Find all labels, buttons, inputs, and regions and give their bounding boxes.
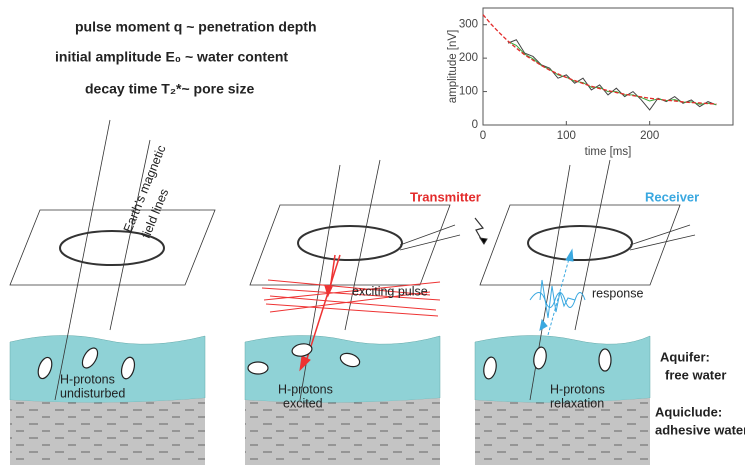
panel-label: undisturbed [60, 386, 125, 400]
response-wave [529, 248, 586, 336]
header: pulse moment q ~ penetration depth initi… [55, 19, 317, 97]
panel-label: H-protons [278, 382, 333, 396]
y-axis-label: amplitude [nV] [447, 30, 459, 104]
aquifer-label: free water [665, 367, 726, 382]
protons [37, 343, 612, 380]
chart: 0 100 200 0 100 200 300 time [ms] amplitude [nV] [447, 7, 734, 158]
panel-label: relaxation [550, 396, 604, 410]
header-line: decay time T₂*~ pore size [85, 81, 254, 97]
y-tick-label: 100 [459, 86, 478, 98]
x-tick-label: 0 [480, 130, 486, 142]
panel-label: H-protons [60, 372, 115, 386]
transmitter-label: Transmitter [410, 189, 481, 204]
x-tick-label: 200 [640, 130, 659, 142]
series-line [482, 14, 717, 105]
x-axis-label: time [ms] [585, 146, 632, 158]
y-tick-label: 200 [459, 52, 478, 64]
y-tick-label: 0 [472, 119, 478, 131]
x-tick-label: 100 [557, 130, 576, 142]
receiver-label: Receiver [645, 189, 699, 204]
plot-frame [482, 7, 734, 126]
series-line [507, 39, 717, 111]
panel-label: excited [283, 396, 323, 410]
aquifer-label: Aquifer: [660, 349, 710, 364]
panel-label: H-protons [550, 382, 605, 396]
header-line: initial amplitude E₀ ~ water content [55, 49, 288, 65]
aquiclude-label: Aquiclude: [655, 404, 722, 419]
y-tick-label: 300 [459, 19, 478, 31]
header-line: pulse moment q ~ penetration depth [75, 19, 317, 35]
series-line [507, 40, 717, 106]
pulse-label: exciting pulse [352, 284, 428, 298]
aquiclude-label: adhesive water [655, 422, 745, 437]
response-label: response [592, 286, 643, 300]
